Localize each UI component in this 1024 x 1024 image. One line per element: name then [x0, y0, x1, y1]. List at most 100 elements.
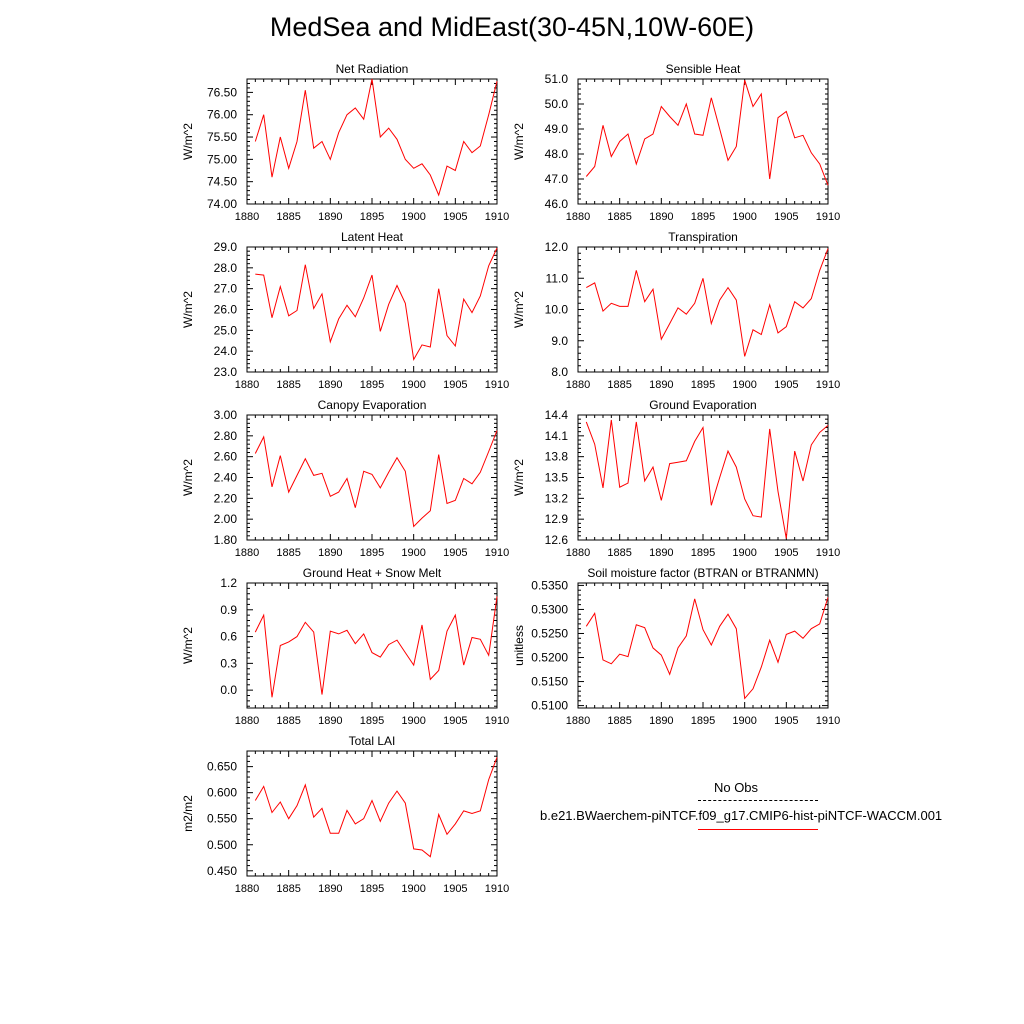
y-tick-label: 75.00 — [207, 152, 237, 166]
y-tick-label: 50.0 — [545, 97, 569, 111]
chart-title: Latent Heat — [341, 230, 404, 244]
x-tick-label: 1895 — [691, 211, 715, 223]
x-tick-label: 1890 — [318, 883, 342, 895]
y-tick-label: 2.20 — [214, 491, 238, 505]
x-tick-label: 1890 — [649, 211, 673, 223]
y-tick-label: 2.40 — [214, 471, 238, 485]
series-line — [254, 430, 498, 528]
x-tick-label: 1900 — [401, 883, 425, 895]
plot-frame — [577, 246, 829, 373]
x-tick-label: 1885 — [607, 715, 631, 727]
x-tick-label: 1895 — [691, 379, 715, 391]
legend-obs-line — [698, 800, 818, 801]
x-tick-label: 1885 — [276, 211, 300, 223]
y-tick-label: 9.0 — [551, 334, 568, 348]
x-tick-label: 1880 — [235, 715, 259, 727]
x-tick-label: 1885 — [607, 379, 631, 391]
y-tick-label: 0.500 — [207, 838, 237, 852]
x-tick-label: 1890 — [318, 211, 342, 223]
legend-case-line — [698, 829, 818, 830]
y-tick-label: 74.00 — [207, 197, 237, 211]
series-line — [254, 757, 498, 858]
figure-title: MedSea and MidEast(30-45N,10W-60E) — [269, 12, 755, 42]
x-tick-label: 1905 — [774, 715, 798, 727]
x-tick-label: 1900 — [401, 715, 425, 727]
x-tick-label: 1890 — [318, 715, 342, 727]
y-tick-label: 75.50 — [207, 130, 237, 144]
y-tick-label: 0.5100 — [531, 699, 568, 713]
y-tick-label: 0.5150 — [531, 675, 568, 689]
plot-frame — [246, 582, 498, 709]
y-tick-label: 14.4 — [545, 408, 569, 422]
y-tick-label: 24.0 — [214, 344, 238, 358]
y-tick-label: 25.0 — [214, 323, 238, 337]
x-tick-label: 1900 — [401, 547, 425, 559]
y-axis-label: unitless — [512, 625, 526, 666]
y-axis-label: W/m^2 — [512, 123, 526, 160]
chart-title: Sensible Heat — [666, 62, 741, 76]
y-tick-label: 0.5250 — [531, 626, 568, 640]
x-tick-label: 1910 — [485, 211, 509, 223]
plot-frame — [577, 582, 829, 709]
chart-panel-8: Soil moisture factor (BTRAN or BTRANMN) u… — [512, 566, 840, 727]
chart-title: Ground Heat + Snow Melt — [303, 566, 442, 580]
y-tick-label: 29.0 — [214, 240, 238, 254]
x-tick-label: 1885 — [276, 379, 300, 391]
x-tick-label: 1905 — [443, 379, 467, 391]
y-tick-label: 0.9 — [220, 603, 237, 617]
y-tick-label: 3.00 — [214, 408, 238, 422]
chart-panel-6: Ground Evaporation W/m^2 1880 1885 1890 1895 1… — [512, 398, 840, 559]
x-tick-label: 1905 — [443, 211, 467, 223]
chart-title: Net Radiation — [336, 62, 409, 76]
chart-panel-9: Total LAI m2/m2 1880 1885 1890 1895 1900 1905 19… — [181, 734, 509, 895]
y-axis-label: W/m^2 — [181, 627, 195, 664]
chart-title: Ground Evaporation — [649, 398, 756, 412]
y-tick-label: 0.550 — [207, 812, 237, 826]
y-tick-label: 13.2 — [545, 491, 569, 505]
x-tick-label: 1890 — [649, 715, 673, 727]
plot-frame — [577, 78, 829, 205]
x-tick-label: 1895 — [360, 211, 384, 223]
x-tick-label: 1885 — [607, 547, 631, 559]
y-tick-label: 8.0 — [551, 365, 568, 379]
x-tick-label: 1880 — [566, 211, 590, 223]
chart-panel-5: Canopy Evaporation W/m^2 1880 1885 1890 1895 1… — [181, 398, 509, 559]
y-axis-label: W/m^2 — [181, 123, 195, 160]
x-tick-label: 1880 — [566, 379, 590, 391]
y-tick-label: 12.6 — [545, 533, 569, 547]
y-tick-label: 0.5350 — [531, 578, 568, 592]
y-tick-label: 0.3 — [220, 656, 237, 670]
series-line — [585, 597, 829, 700]
x-tick-label: 1910 — [485, 883, 509, 895]
y-tick-label: 0.650 — [207, 760, 237, 774]
legend-obs-text: No Obs — [713, 780, 759, 795]
series-line — [586, 248, 829, 357]
y-axis-label: W/m^2 — [181, 459, 195, 496]
y-tick-label: 51.0 — [545, 72, 569, 86]
plot-frame — [246, 78, 498, 205]
y-tick-label: 76.00 — [207, 108, 237, 122]
x-tick-label: 1905 — [443, 547, 467, 559]
x-tick-label: 1880 — [566, 715, 590, 727]
x-tick-label: 1895 — [360, 379, 384, 391]
series-line — [585, 80, 829, 186]
y-tick-label: 13.5 — [545, 471, 569, 485]
y-tick-label: 2.00 — [214, 512, 238, 526]
y-tick-label: 1.80 — [214, 533, 238, 547]
x-tick-label: 1895 — [360, 715, 384, 727]
series-line — [254, 78, 498, 197]
y-axis-label: W/m^2 — [181, 291, 195, 328]
y-tick-label: 46.0 — [545, 197, 569, 211]
y-tick-label: 49.0 — [545, 122, 569, 136]
y-tick-label: 26.0 — [214, 303, 238, 317]
x-tick-label: 1910 — [816, 715, 840, 727]
chart-panel-1: Net Radiation W/m^2 1880 1885 1890 1895 1900 19… — [181, 62, 509, 223]
y-tick-label: 28.0 — [214, 261, 238, 275]
y-tick-label: 0.0 — [220, 683, 237, 697]
x-tick-label: 1900 — [732, 379, 756, 391]
x-tick-label: 1895 — [360, 547, 384, 559]
y-axis-label: W/m^2 — [512, 459, 526, 496]
plot-frame — [246, 414, 498, 541]
x-tick-label: 1895 — [360, 883, 384, 895]
